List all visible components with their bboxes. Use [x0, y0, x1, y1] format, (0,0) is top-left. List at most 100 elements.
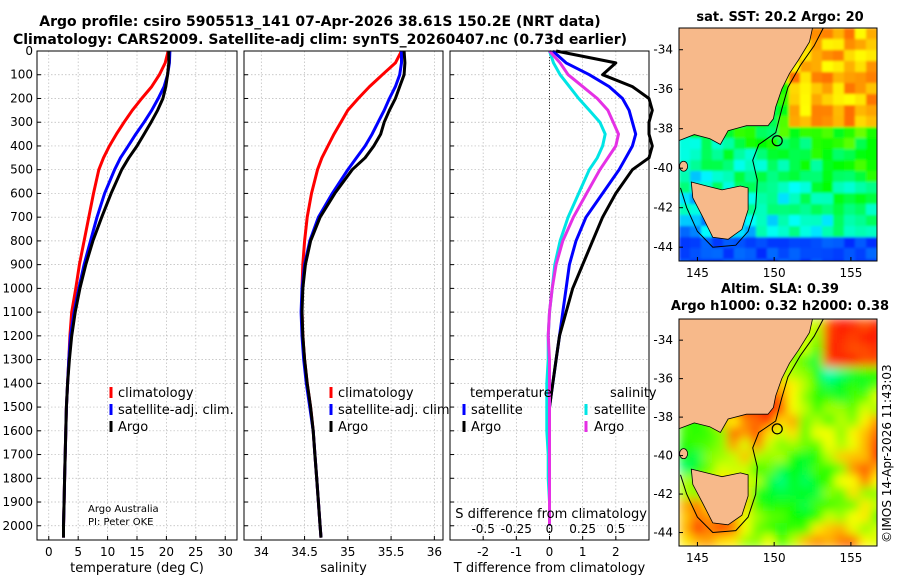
field-cell [823, 415, 836, 428]
field-cell [866, 72, 877, 84]
field-cell [799, 475, 812, 488]
field-cell [775, 499, 788, 512]
field-cell [822, 149, 834, 161]
field-cell [789, 149, 801, 161]
field-cell [679, 171, 691, 183]
field-cell [844, 72, 856, 84]
field-cell [789, 171, 801, 183]
field-cell [871, 379, 877, 392]
field-cell [799, 511, 812, 524]
field-cell [835, 439, 848, 452]
field-cell [763, 451, 776, 464]
map-lat-label: -38 [653, 122, 673, 136]
field-cell [800, 61, 812, 73]
field-cell [835, 415, 848, 428]
field-cell [844, 204, 856, 216]
field-cell [799, 451, 812, 464]
field-cell [799, 427, 812, 440]
field-cell [871, 355, 877, 368]
field-cell [715, 439, 728, 452]
field-cell [844, 28, 856, 40]
x-tick-label: -2 [477, 545, 489, 559]
x-axis-label-top: S difference from climatology [455, 507, 647, 522]
field-cell [847, 355, 860, 368]
y-tick-label: 900 [10, 258, 33, 272]
legend-label: satellite-adj. clim. [338, 403, 454, 418]
legend-heading: salinity [610, 386, 657, 401]
field-cell [787, 463, 800, 476]
field-cell [751, 499, 764, 512]
field-cell [723, 259, 735, 261]
x-tick-label: 5 [74, 545, 82, 559]
field-cell [800, 182, 812, 194]
field-cell [855, 160, 867, 172]
field-cell [822, 61, 834, 73]
field-cell [789, 237, 801, 249]
field-cell [823, 475, 836, 488]
field-cell [866, 127, 877, 139]
field-cell [727, 463, 740, 476]
field-cell [833, 28, 845, 40]
field-cell [811, 391, 824, 404]
field-cell [823, 379, 836, 392]
field-cell [679, 463, 692, 476]
field-cell [823, 487, 836, 500]
field-cell [871, 451, 877, 464]
field-cell [691, 499, 704, 512]
field-cell [734, 248, 746, 260]
credit-line1: Argo Australia [88, 504, 159, 515]
field-cell [822, 204, 834, 216]
field-cell [835, 331, 848, 344]
field-cell [800, 149, 812, 161]
field-cell [871, 439, 877, 452]
field-cell [778, 237, 790, 249]
field-cell [833, 171, 845, 183]
field-cell [679, 149, 691, 161]
panel-salinity: 34 34.5 35 35.5 36 salinity climatology satelli… [243, 50, 454, 576]
map-lat-label: -40 [653, 449, 673, 463]
field-cell [751, 427, 764, 440]
field-cell [811, 535, 824, 546]
field-cell [691, 427, 704, 440]
field-cell [866, 226, 877, 238]
x-tick-label: 2 [612, 545, 620, 559]
map-frame [678, 27, 878, 262]
y-tick-label: 400 [10, 139, 33, 153]
field-cell [866, 94, 877, 106]
field-cell [734, 149, 746, 161]
field-cell [800, 105, 812, 117]
field-cell [855, 94, 867, 106]
field-cell [800, 259, 812, 261]
field-cell [811, 511, 824, 524]
series-salinity-argo [546, 50, 620, 526]
field-cell [787, 451, 800, 464]
field-cell [871, 319, 877, 332]
field-cell [763, 511, 776, 524]
king-island [679, 160, 689, 172]
legend-label: Argo [118, 420, 148, 435]
field-cell [822, 39, 834, 51]
field-cell [800, 160, 812, 172]
field-cell [703, 427, 716, 440]
field-cell [811, 237, 823, 249]
x-axis-label: salinity [320, 561, 367, 576]
field-cell [789, 215, 801, 227]
field-cell [756, 149, 768, 161]
field-cell [844, 171, 856, 183]
field-cell [800, 72, 812, 84]
field-cell [701, 171, 713, 183]
field-cell [811, 427, 824, 440]
field-cell [789, 226, 801, 238]
field-cell [811, 355, 824, 368]
field-cell [855, 171, 867, 183]
field-cell [800, 237, 812, 249]
field-cell [778, 259, 790, 261]
field-cell [866, 50, 877, 62]
field-cell [690, 149, 702, 161]
field-cell [787, 439, 800, 452]
field-cell [739, 415, 752, 428]
field-cell [789, 105, 801, 117]
x-axis-label: temperature (deg C) [70, 561, 204, 576]
field-cell [823, 535, 836, 546]
field-cell [703, 451, 716, 464]
